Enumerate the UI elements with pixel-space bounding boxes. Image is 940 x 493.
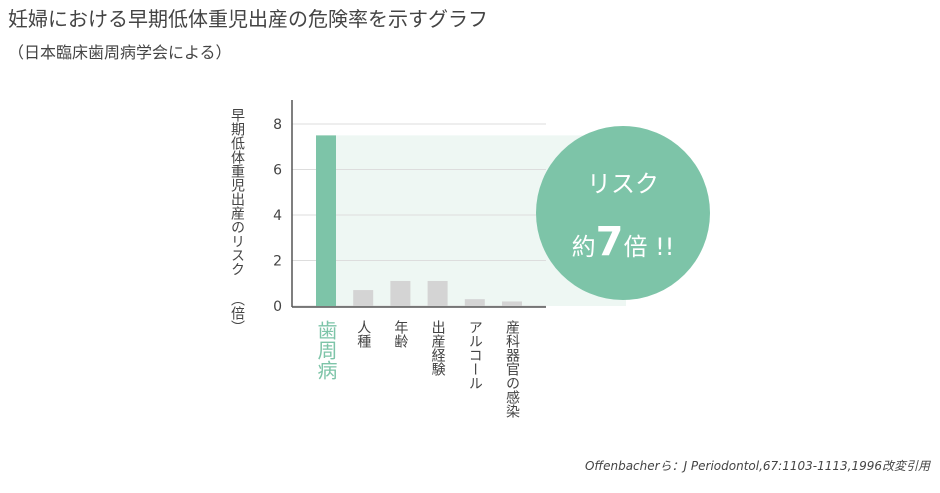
risk-value-part: 7: [596, 219, 624, 265]
bar: [502, 301, 522, 306]
chart-subtitle: （日本臨床歯周病学会による）: [8, 43, 232, 62]
y-axis-label: 早期低体重児出産のリスク: [229, 108, 245, 276]
x-tick-label: 人種: [355, 320, 371, 348]
bar: [464, 299, 485, 306]
risk-label: リスク: [587, 170, 659, 198]
risk-value-part: 倍 !!: [623, 233, 674, 261]
x-tick-label: 年齢: [392, 320, 408, 348]
risk-value-part: 約: [572, 233, 596, 261]
source: Offenbacherら：J Periodontol,67:1103-1113,…: [585, 459, 931, 473]
bar: [353, 290, 374, 306]
y-tick-label: 4: [273, 208, 282, 224]
y-tick-label: 0: [273, 299, 282, 315]
risk-value: 約7倍 !!: [572, 219, 675, 265]
y-tick-label: 8: [273, 117, 282, 133]
risk-circle: [536, 126, 710, 300]
bar: [316, 135, 336, 306]
x-tick-label: 産科器官の感染: [504, 320, 520, 418]
y-tick-label: 2: [273, 254, 282, 270]
x-tick-label: アルコール: [467, 320, 483, 390]
chart-title: 妊婦における早期低体重児出産の危険率を示すグラフ: [8, 7, 488, 31]
bar: [390, 280, 411, 306]
x-tick-label: 歯周病: [314, 320, 338, 380]
bar: [427, 280, 448, 306]
y-axis-unit: （倍）: [229, 292, 245, 334]
x-tick-label: 出産経験: [430, 320, 446, 376]
y-tick-label: 6: [273, 163, 282, 179]
